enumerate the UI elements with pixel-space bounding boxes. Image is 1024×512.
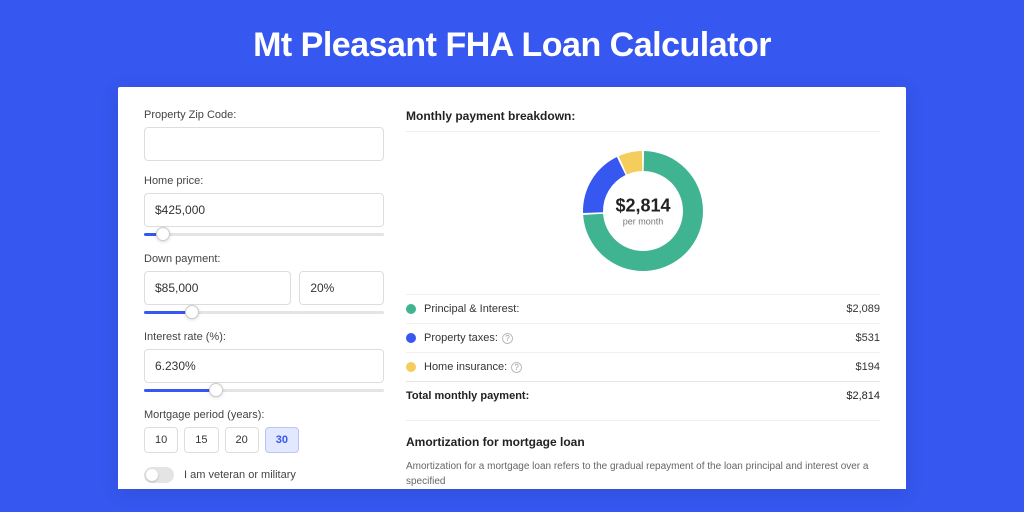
- home-price-label: Home price:: [144, 175, 384, 187]
- breakdown-title: Monthly payment breakdown:: [406, 109, 880, 132]
- veteran-label: I am veteran or military: [184, 469, 296, 481]
- down-payment-slider-thumb[interactable]: [185, 305, 199, 319]
- home-price-slider-thumb[interactable]: [156, 227, 170, 241]
- help-icon[interactable]: ?: [502, 333, 513, 344]
- down-payment-field: Down payment:: [144, 253, 384, 317]
- legend-label-principal: Principal & Interest:: [424, 303, 846, 315]
- legend-label-insurance: Home insurance: ?: [424, 361, 856, 373]
- home-price-input[interactable]: [144, 193, 384, 227]
- home-price-slider[interactable]: [144, 229, 384, 239]
- legend-dot-taxes: [406, 333, 416, 343]
- interest-rate-slider-fill: [144, 389, 216, 392]
- legend-label-taxes: Property taxes: ?: [424, 332, 856, 344]
- legend-val-total: $2,814: [846, 390, 880, 402]
- form-column: Property Zip Code: Home price: Down paym…: [144, 109, 384, 489]
- toggle-knob: [146, 469, 158, 481]
- down-payment-amount-input[interactable]: [144, 271, 291, 305]
- veteran-row: I am veteran or military: [144, 467, 384, 483]
- veteran-toggle[interactable]: [144, 467, 174, 483]
- legend-label-total: Total monthly payment:: [406, 390, 846, 402]
- mortgage-period-field: Mortgage period (years): 10 15 20 30: [144, 409, 384, 453]
- period-btn-20[interactable]: 20: [225, 427, 259, 453]
- interest-rate-slider-thumb[interactable]: [209, 383, 223, 397]
- legend-val-insurance: $194: [856, 361, 880, 373]
- down-payment-slider[interactable]: [144, 307, 384, 317]
- breakdown-column: Monthly payment breakdown: $2,814 per mo…: [406, 109, 880, 489]
- interest-rate-input[interactable]: [144, 349, 384, 383]
- donut-center: $2,814 per month: [615, 196, 670, 227]
- interest-rate-label: Interest rate (%):: [144, 331, 384, 343]
- donut-chart: $2,814 per month: [578, 146, 708, 276]
- period-btn-30[interactable]: 30: [265, 427, 299, 453]
- help-icon[interactable]: ?: [511, 362, 522, 373]
- legend-dot-principal: [406, 304, 416, 314]
- donut-area: $2,814 per month: [406, 132, 880, 294]
- zip-label: Property Zip Code:: [144, 109, 384, 121]
- zip-input[interactable]: [144, 127, 384, 161]
- mortgage-period-label: Mortgage period (years):: [144, 409, 384, 421]
- period-btn-10[interactable]: 10: [144, 427, 178, 453]
- mortgage-period-options: 10 15 20 30: [144, 427, 384, 453]
- legend-row-taxes: Property taxes: ? $531: [406, 323, 880, 352]
- amortization-title: Amortization for mortgage loan: [406, 420, 880, 453]
- legend-dot-insurance: [406, 362, 416, 372]
- page-title: Mt Pleasant FHA Loan Calculator: [0, 0, 1024, 87]
- legend-val-taxes: $531: [856, 332, 880, 344]
- interest-rate-slider[interactable]: [144, 385, 384, 395]
- legend-row-principal: Principal & Interest: $2,089: [406, 294, 880, 323]
- period-btn-15[interactable]: 15: [184, 427, 218, 453]
- donut-amount: $2,814: [615, 196, 670, 217]
- legend-val-principal: $2,089: [846, 303, 880, 315]
- down-payment-label: Down payment:: [144, 253, 384, 265]
- legend-row-insurance: Home insurance: ? $194: [406, 352, 880, 381]
- zip-field: Property Zip Code:: [144, 109, 384, 161]
- calculator-card: Property Zip Code: Home price: Down paym…: [118, 87, 906, 489]
- amortization-text: Amortization for a mortgage loan refers …: [406, 453, 880, 489]
- home-price-field: Home price:: [144, 175, 384, 239]
- down-payment-pct-input[interactable]: [299, 271, 384, 305]
- donut-sub: per month: [615, 217, 670, 227]
- interest-rate-field: Interest rate (%):: [144, 331, 384, 395]
- legend-row-total: Total monthly payment: $2,814: [406, 381, 880, 410]
